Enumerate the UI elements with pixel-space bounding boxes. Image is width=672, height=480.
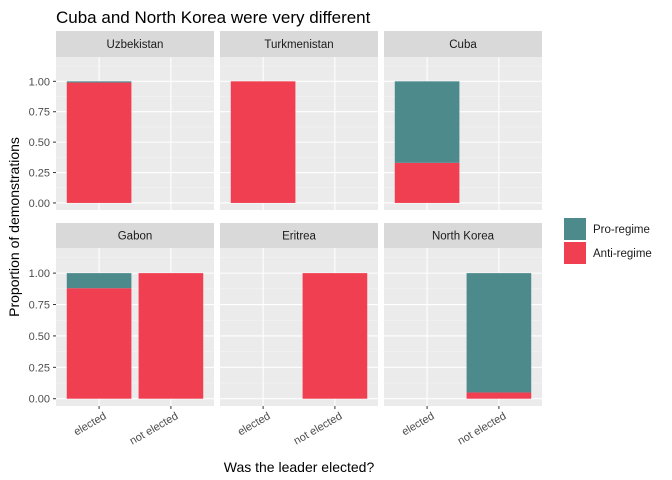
y-tick-label: 0.00 [29, 198, 50, 210]
legend-key [564, 242, 586, 264]
y-axis-label: Proportion of demonstrations [6, 137, 22, 317]
bar-pro-regime [66, 81, 132, 83]
bar-pro-regime [466, 273, 532, 393]
y-tick-label: 1.00 [29, 268, 50, 280]
bar-anti-regime [230, 81, 296, 203]
chart-title: Cuba and North Korea were very different [56, 8, 371, 27]
x-tick-label: elected [236, 410, 273, 438]
facet-label: North Korea [432, 231, 495, 243]
x-tick-label: not elected [128, 410, 181, 447]
x-tick-label: not elected [456, 410, 509, 447]
facet-label: Gabon [118, 231, 153, 243]
legend: Pro-regime Anti-regime [564, 218, 652, 264]
bar-anti-regime [66, 288, 132, 399]
y-tick-label: 0.00 [29, 394, 50, 406]
y-tick-label: 0.75 [29, 107, 50, 119]
y-tick-label: 0.25 [29, 362, 50, 374]
legend-label: Anti-regime [593, 248, 652, 260]
facet-strip [56, 223, 214, 248]
x-tick-label: elected [72, 410, 109, 438]
y-tick-label: 1.00 [29, 76, 50, 88]
facet-panel: Turkmenistan [220, 31, 378, 210]
x-axis-label: Was the leader elected? [224, 459, 375, 475]
y-tick-label: 0.50 [29, 331, 50, 343]
facet-strip [220, 223, 378, 248]
facet-panel: Gabon 0.00 0.25 0.50 0.75 1.00 elected not elec… [29, 223, 214, 448]
facet-strip [56, 31, 214, 57]
facet-panel: North Korea elected not elected [384, 223, 542, 448]
y-tick-label: 0.50 [29, 137, 50, 149]
facet-label: Uzbekistan [107, 39, 164, 51]
y-tick-label: 0.25 [29, 168, 50, 180]
facet-panel: Eritrea elected not elected [220, 223, 378, 448]
x-tick-label: elected [400, 410, 437, 438]
bar-anti-regime [138, 273, 204, 399]
bar-pro-regime [66, 273, 132, 289]
y-tick-label: 0.75 [29, 300, 50, 312]
bar-pro-regime [394, 81, 460, 163]
legend-label: Pro-regime [593, 224, 650, 236]
facet-strip [384, 31, 542, 57]
x-tick-label: not elected [292, 410, 345, 447]
legend-key [564, 218, 586, 240]
bar-anti-regime [302, 273, 368, 399]
facet-panels: Uzbekistan 0.00 0.25 0.50 0.75 1.00 Turkmenist… [29, 31, 542, 448]
facet-strip [384, 223, 542, 248]
facet-label: Eritrea [282, 231, 316, 243]
facet-strip [220, 31, 378, 57]
bar-anti-regime [466, 392, 532, 399]
facet-panel: Uzbekistan 0.00 0.25 0.50 0.75 1.00 [29, 31, 214, 210]
facet-panel: Cuba [384, 31, 542, 210]
facet-label: Turkmenistan [264, 39, 333, 51]
bar-anti-regime [394, 162, 460, 203]
facet-label: Cuba [449, 39, 477, 51]
bar-anti-regime [66, 82, 132, 203]
